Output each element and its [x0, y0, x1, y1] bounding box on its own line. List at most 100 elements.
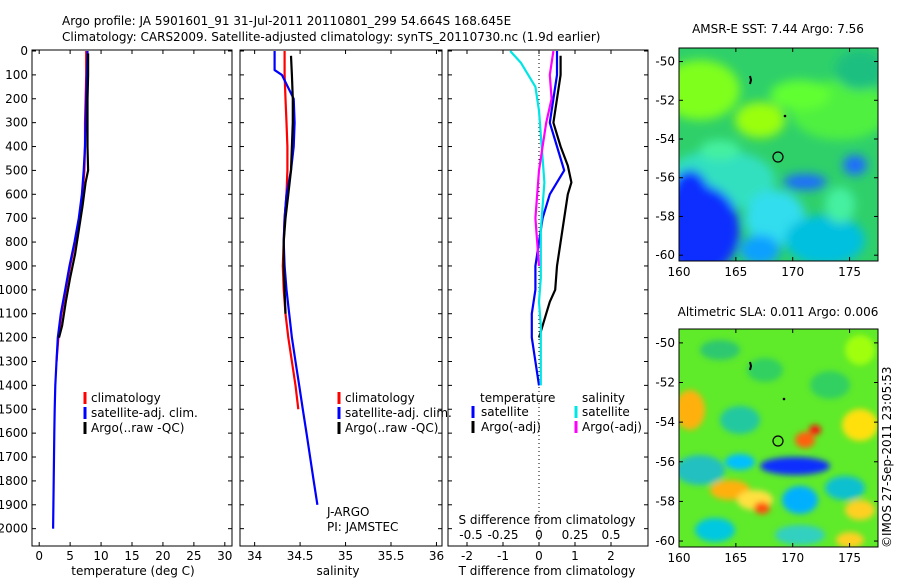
series-line-argo-adj [537, 55, 573, 338]
sla-map-frame [678, 328, 879, 548]
legend-label-satellite: satellite-adj. clim. [91, 406, 198, 420]
x-tick-label: 15 [124, 549, 139, 563]
sst-map-title: AMSR-E SST: 7.44 Argo: 7.56 [692, 22, 864, 36]
map-y-tick-label: -56 [655, 171, 675, 185]
map-y-tick-label: -52 [655, 376, 675, 390]
y-tick-label: 100 [5, 68, 28, 82]
y-tick-label: 800 [5, 235, 28, 249]
x2-tick-label: 0 [535, 528, 543, 542]
x-tick-label: -2 [461, 549, 473, 563]
x-tick-label: 0 [35, 549, 43, 563]
map-y-tick-label: -50 [655, 55, 675, 69]
y-tick-label: 500 [5, 163, 28, 177]
legend-label-climatology: climatology [345, 391, 415, 405]
legend-label-s-satellite: satellite [582, 405, 630, 419]
sla-map-title: Altimetric SLA: 0.011 Argo: 0.006 [678, 305, 879, 319]
map-x-tick-label: 160 [668, 551, 691, 565]
map-y-tick-label: -56 [655, 455, 675, 469]
difference-xlabel2: S difference from climatology [459, 513, 636, 527]
y-tick-label: 200 [5, 92, 28, 106]
map-x-tick-label: 175 [838, 265, 861, 279]
x-tick-label: 34.5 [287, 549, 314, 563]
y-tick-label: 1100 [0, 307, 28, 321]
map-x-tick-label: 165 [724, 551, 747, 565]
salinity-xlabel: salinity [316, 564, 359, 578]
legend-label-satellite: satellite-adj. clim. [345, 406, 452, 420]
sla-map-axes: 160 165 170 175 -50 -52 -54 -56 -58 -60 [655, 329, 878, 565]
legend-label-t-argo: Argo(-adj) [481, 420, 541, 434]
temperature-xlabel: temperature (deg C) [71, 564, 194, 578]
difference-xlabel: T difference from climatology [458, 564, 636, 578]
legend-label-t-satellite: satellite [481, 405, 529, 419]
temperature-legend: climatology satellite-adj. clim. Argo(..… [83, 391, 198, 435]
x-tick-label: 35.5 [378, 549, 405, 563]
y-tick-label: 700 [5, 211, 28, 225]
map-x-tick-label: 170 [781, 551, 804, 565]
series-line-satellite-adj-clim [273, 51, 319, 505]
sst-map-track [749, 75, 753, 85]
header-line1: Argo profile: JA 5901601_91 31-Jul-2011 … [62, 14, 511, 28]
series-line-argo-adj [534, 50, 555, 267]
annotation-pi: PI: JAMSTEC [327, 520, 398, 534]
x-tick-label: 10 [93, 549, 108, 563]
sla-map-track [749, 361, 753, 371]
salinity-panel: 34 34.5 35 35.5 36 [240, 50, 444, 563]
map-x-tick-label: 170 [781, 265, 804, 279]
x-tick-label: 2 [607, 549, 615, 563]
y-tick-label: 1400 [0, 378, 28, 392]
difference-panel-frame [447, 49, 649, 547]
map-y-tick-label: -58 [655, 209, 675, 223]
x2-tick-label: -0.25 [487, 528, 518, 542]
map-x-tick-label: 175 [838, 551, 861, 565]
legend-title-salinity: salinity [582, 391, 625, 405]
y-tick-label: 300 [5, 116, 28, 130]
y-tick-label: 1700 [0, 450, 28, 464]
x-tick-label: 0 [535, 549, 543, 563]
y-tick-label: 1800 [0, 474, 28, 488]
map-y-tick-label: -52 [655, 93, 675, 107]
x-tick-label: 1 [571, 549, 579, 563]
sst-map-float-marker [772, 151, 784, 163]
map-y-tick-label: -58 [655, 494, 675, 508]
x-tick-label: 5 [66, 549, 74, 563]
difference-legend: temperature salinity satellite Argo(-adj… [471, 391, 642, 434]
sla-map-point [782, 397, 786, 401]
y-tick-label: 2000 [0, 522, 28, 536]
x2-tick-label: -0.5 [459, 528, 482, 542]
sla-map [679, 329, 878, 547]
x-tick-label: 36 [429, 549, 444, 563]
x-tick-label: 30 [217, 549, 232, 563]
x2-tick-label: 0.25 [562, 528, 589, 542]
x-tick-label: 20 [155, 549, 170, 563]
legend-title-temperature: temperature [480, 391, 555, 405]
sla-map-float-marker [772, 435, 784, 447]
series-line-argo-raw-qc [57, 53, 90, 338]
y-tick-label: 1500 [0, 402, 28, 416]
legend-label-argo: Argo(..raw -QC) [345, 421, 438, 435]
legend-label-argo: Argo(..raw -QC) [91, 421, 184, 435]
temperature-panel: 0 5 10 15 20 25 300100200300400500600700800900… [0, 44, 232, 563]
sst-map-frame [678, 47, 879, 262]
header-line2: Climatology: CARS2009. Satellite-adjuste… [62, 30, 600, 44]
annotation-jargo: J-ARGO [326, 505, 369, 519]
temperature-panel-frame [31, 49, 233, 547]
map-y-tick-label: -50 [655, 336, 675, 350]
difference-panel: -2 -1 0 1 2 -0.5 -0.25 0 0.25 0.5 [448, 50, 648, 563]
y-tick-label: 1900 [0, 498, 28, 512]
sst-map-axes: 160 165 170 175 -50 -52 -54 -56 -58 -60 [655, 48, 878, 279]
salinity-panel-frame [239, 49, 443, 547]
y-tick-label: 1600 [0, 426, 28, 440]
map-y-tick-label: -54 [655, 132, 675, 146]
y-tick-label: 900 [5, 259, 28, 273]
salinity-legend: climatology satellite-adj. clim. Argo(..… [337, 391, 452, 435]
x2-tick-label: 0.5 [601, 528, 620, 542]
map-x-tick-label: 165 [724, 265, 747, 279]
x-tick-label: 25 [186, 549, 201, 563]
legend-label-s-argo: Argo(-adj) [582, 420, 642, 434]
map-x-tick-label: 160 [668, 265, 691, 279]
y-tick-label: 0 [20, 44, 28, 58]
series-line-satellite [509, 50, 546, 386]
y-tick-label: 400 [5, 140, 28, 154]
sst-map-point [783, 114, 787, 118]
